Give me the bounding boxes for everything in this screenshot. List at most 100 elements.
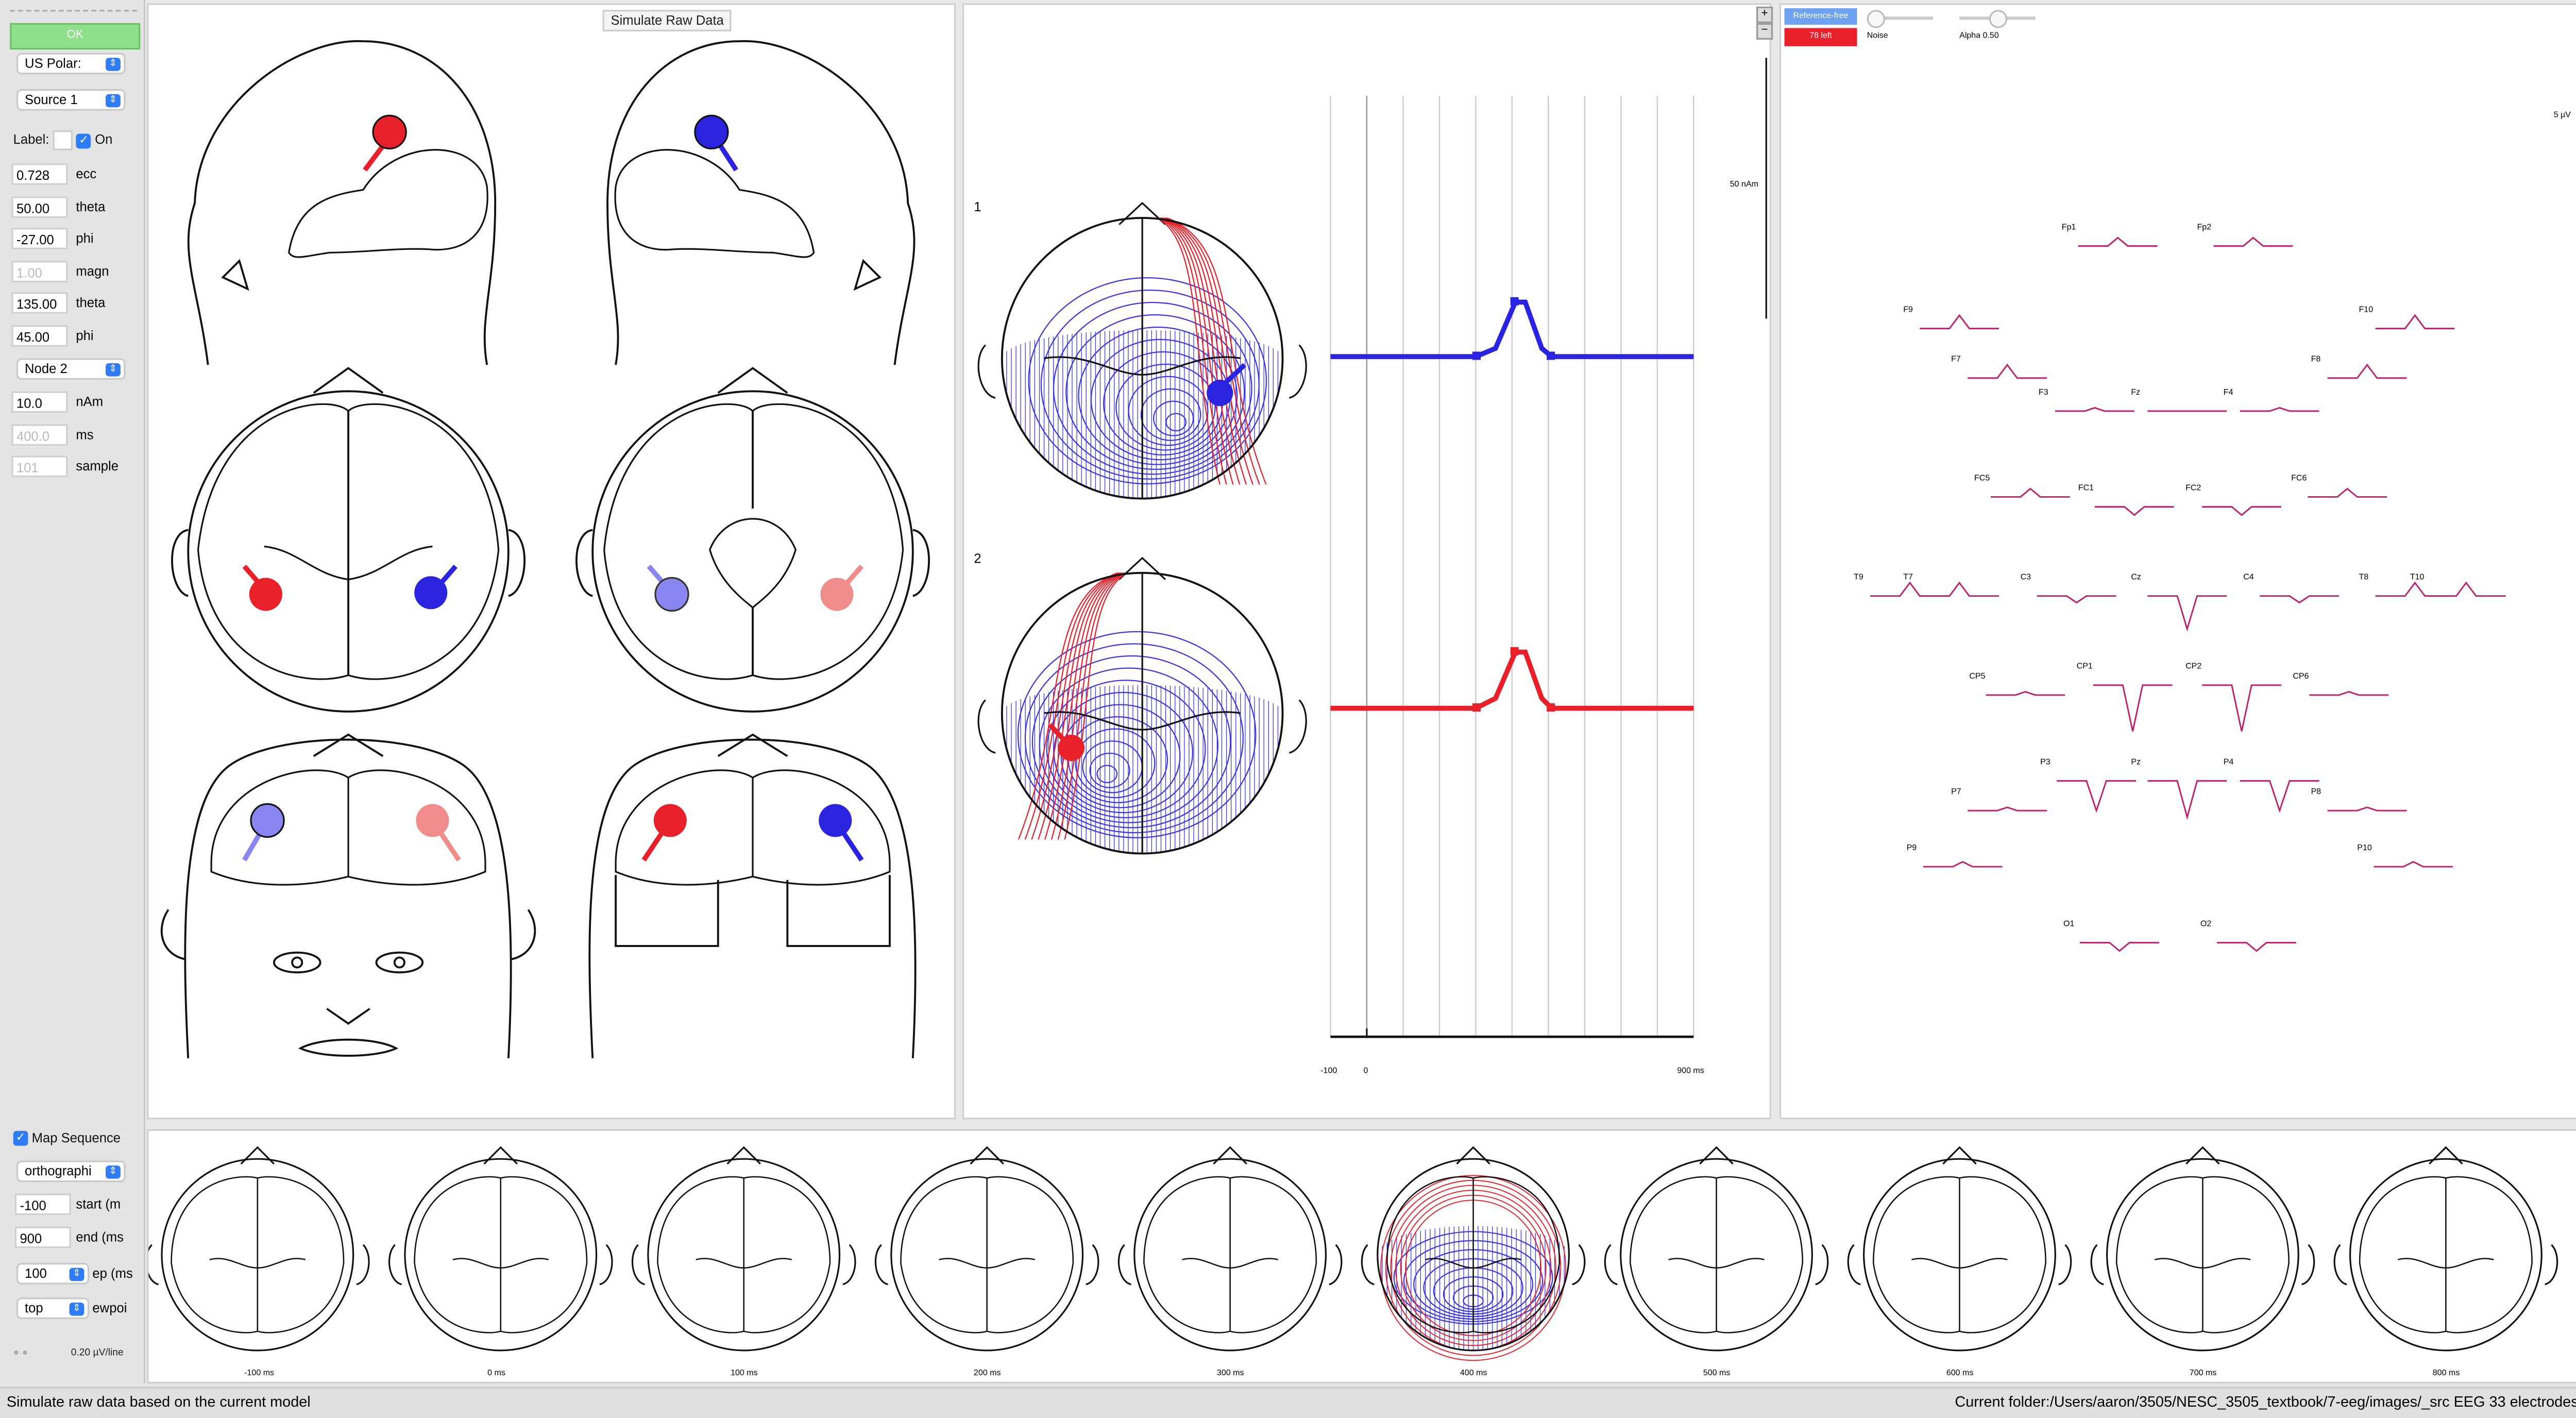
noise-slider-knob[interactable]	[1867, 10, 1885, 28]
map-sequence-panel[interactable]: -100 ms 0 ms 100 ms 200 ms 300 ms 400 ms 500 m…	[145, 1129, 2576, 1383]
divider	[10, 10, 137, 12]
sequence-map: -100 ms	[145, 1146, 370, 1377]
contour	[1046, 680, 1206, 818]
source-dipole[interactable]	[250, 803, 285, 838]
source-select[interactable]: Source 1 ⇕	[16, 89, 126, 111]
source-dipole[interactable]	[654, 577, 689, 612]
value-field-theta[interactable]: 50.00	[11, 195, 68, 217]
left-side-head	[187, 40, 497, 365]
ok-button[interactable]: OK	[10, 23, 141, 50]
sequence-field[interactable]: 900	[14, 1226, 71, 1248]
eeg-trace	[1968, 806, 2047, 812]
waveform-node[interactable]	[1510, 297, 1519, 306]
ear	[1361, 1244, 1375, 1286]
source-dipole[interactable]	[820, 578, 854, 611]
source-dipole[interactable]	[1058, 734, 1085, 762]
noise-slider[interactable]	[1867, 16, 1933, 20]
coordinate-system-select[interactable]: US Polar: ⇕	[16, 53, 126, 75]
reference-button[interactable]: 78 left	[1784, 28, 1857, 46]
head-views-svg	[160, 40, 930, 1058]
nose	[2185, 1146, 2220, 1164]
contour	[1024, 643, 1244, 834]
brain-outline	[1143, 1176, 1317, 1333]
waveform-node[interactable]	[1547, 703, 1555, 712]
sequence-map: 500 ms	[1604, 1146, 1829, 1377]
source-dipole[interactable]	[372, 114, 407, 149]
label-field[interactable]	[53, 130, 73, 150]
step-select[interactable]: 100 ⇕	[16, 1263, 90, 1285]
contour	[1128, 376, 1209, 446]
reference-free-button[interactable]: Reference-free	[1784, 8, 1857, 25]
source-dipole[interactable]	[694, 114, 729, 149]
eeg-trace	[2078, 237, 2158, 247]
ear	[1604, 1244, 1618, 1286]
eeg-scale-label: 5 µV	[2553, 110, 2571, 121]
waveform-node[interactable]	[1472, 703, 1481, 712]
sidebar: OK US Polar: ⇕ Source 1 ⇕ Label: ✓ On 0.72…	[0, 0, 145, 1383]
contour	[1166, 217, 1267, 485]
value-field-magn[interactable]: 1.00	[11, 260, 68, 282]
value-field-label: ecc	[76, 166, 97, 182]
waveform-node[interactable]	[1472, 351, 1481, 360]
electrode-label: CP5	[1969, 671, 1985, 681]
waveform-node[interactable]	[1547, 351, 1555, 360]
brain-outline	[2115, 1176, 2290, 1333]
eeg-panel[interactable]: Reference-free 78 left Noise Alpha 0.50 …	[1779, 3, 2576, 1120]
on-checkbox[interactable]: ✓	[76, 132, 92, 148]
sulcus	[1182, 1258, 1278, 1269]
electrode-label: F7	[1951, 354, 1961, 364]
alpha-slider-knob[interactable]	[1989, 10, 2008, 28]
electrode-label: F9	[1903, 305, 1913, 314]
time-gridlines	[1330, 95, 1694, 1037]
source-dipole[interactable]	[819, 804, 852, 837]
electrode-label: CP6	[2293, 671, 2309, 681]
nose	[1213, 1146, 1247, 1164]
map-sequence-checkbox[interactable]: ✓	[13, 1131, 28, 1146]
contour	[1153, 400, 1194, 436]
value-field-label: theta	[76, 295, 106, 311]
viewpoint-select[interactable]: top ⇕	[16, 1297, 90, 1319]
eeg-trace	[2308, 487, 2387, 498]
value-field-nam[interactable]: 10.0	[11, 391, 68, 413]
nose	[240, 1146, 275, 1164]
waveform-node[interactable]	[1510, 647, 1519, 655]
front-head-left	[160, 733, 536, 1058]
brain-outline	[1386, 1176, 1561, 1333]
zoom-in-button[interactable]: +	[1756, 6, 1773, 23]
eeg-trace	[2426, 581, 2506, 597]
contour	[1040, 289, 1260, 480]
source-dipole[interactable]	[1207, 379, 1233, 407]
electrode-label: O2	[2200, 919, 2211, 928]
eeg-trace	[1923, 860, 2003, 868]
contour	[1161, 217, 1241, 485]
eeg-trace	[2375, 581, 2455, 597]
top-head-left	[171, 367, 526, 713]
source-waveform-panel[interactable]: 1 2 50 nAm -100 0 900 ms	[962, 3, 1771, 1120]
value-field-theta[interactable]: 135.00	[11, 292, 68, 314]
source-dipole[interactable]	[249, 578, 282, 611]
sequence-field-label: end (ms	[76, 1229, 124, 1245]
source-dipole[interactable]	[416, 804, 449, 837]
value-field-phi[interactable]: -27.00	[11, 228, 68, 249]
electrode-label: F10	[2359, 305, 2374, 314]
sulcus	[1044, 356, 1241, 376]
value-field-ecc[interactable]: 0.728	[11, 163, 68, 185]
value-field-ms[interactable]: 400.0	[11, 423, 68, 445]
source-dipole[interactable]	[653, 804, 687, 837]
sequence-time-label: 300 ms	[1217, 1368, 1244, 1377]
source-dipole[interactable]	[414, 576, 448, 610]
zoom-out-button[interactable]: −	[1756, 23, 1773, 40]
value-field-sample[interactable]: 101	[11, 455, 68, 477]
nose	[1118, 556, 1166, 580]
head-views-panel[interactable]	[147, 3, 956, 1120]
value-field-label: magn	[76, 263, 109, 278]
value-field-phi[interactable]: 45.00	[11, 324, 68, 346]
value-field-label: theta	[76, 199, 106, 214]
sequence-field[interactable]: -100	[14, 1193, 71, 1216]
projection-select[interactable]: orthographi ⇕	[16, 1160, 126, 1183]
ear	[356, 1244, 370, 1286]
brain-outline	[414, 1176, 588, 1333]
chevron-down-icon: ⇕	[69, 1302, 84, 1316]
node-select[interactable]: Node 2 ⇕	[16, 358, 126, 380]
